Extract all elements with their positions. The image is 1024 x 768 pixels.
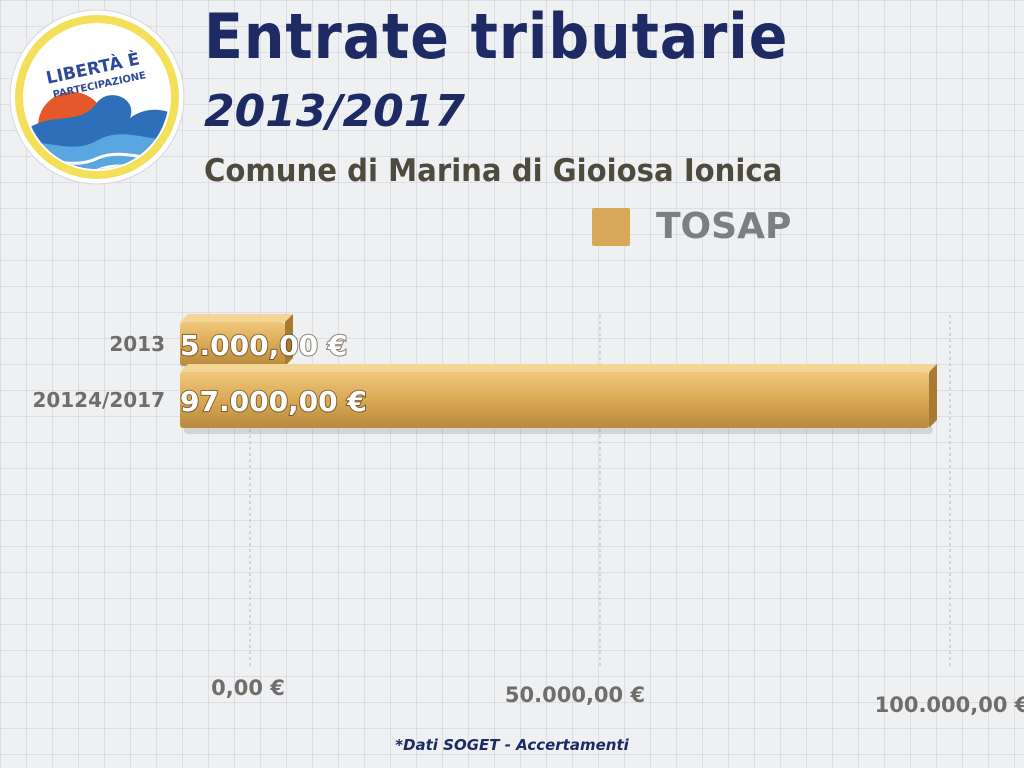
logo: LIBERTÀ È PARTECIPAZIONE [8, 8, 186, 186]
category-label: 20124/2017 [32, 388, 165, 412]
x-tick-label: 50.000,00 € [505, 683, 645, 707]
x-tick-label: 100.000,00 € [875, 693, 1024, 717]
legend-swatch [592, 207, 630, 246]
subtitle: Comune di Marina di Gioiosa Ionica [204, 153, 783, 189]
period-title: 2013/2017 [204, 86, 465, 137]
legend-label: TOSAP [656, 206, 792, 247]
bar [180, 372, 929, 428]
bar-top [180, 364, 937, 372]
bar-side [929, 364, 937, 428]
bar-top [180, 314, 293, 322]
chart-legend: TOSAP [592, 206, 791, 247]
footnote: *Dati SOGET - Accertamenti [395, 736, 629, 754]
bar [180, 322, 285, 366]
category-label: 2013 [109, 332, 165, 356]
wave-sun-logo-icon: LIBERTÀ È PARTECIPAZIONE [9, 9, 185, 185]
x-tick-label: 0,00 € [211, 676, 285, 700]
data-label: 5.000,00 € [180, 329, 347, 362]
page-title: Entrate tributarie [204, 0, 789, 73]
bar-group [180, 364, 937, 434]
bar-side [285, 314, 293, 366]
data-label: 97.000,00 € [180, 385, 367, 418]
